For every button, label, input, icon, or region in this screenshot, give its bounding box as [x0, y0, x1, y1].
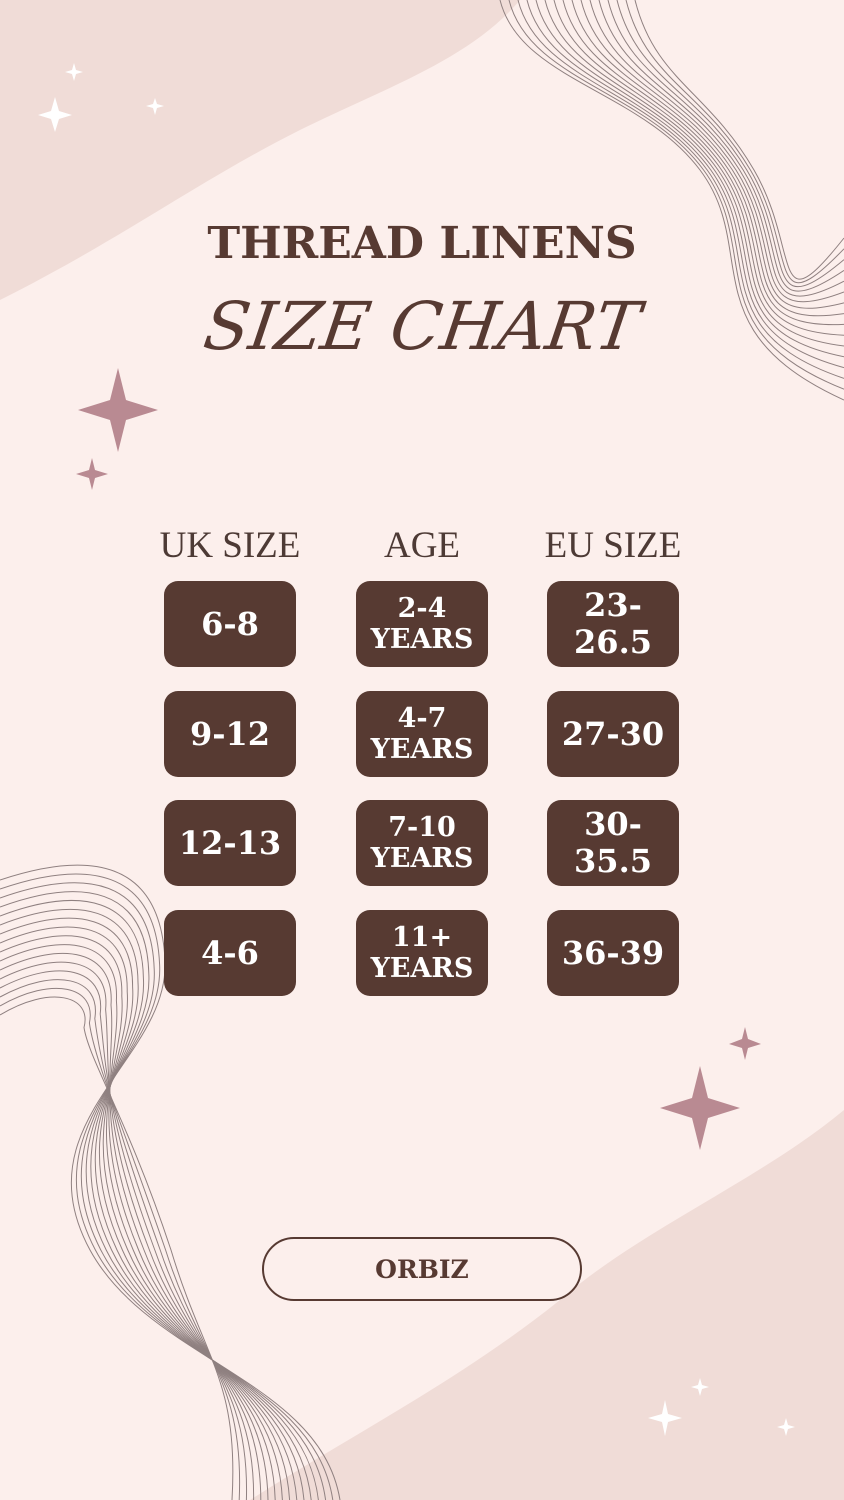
- wave-line: [634, 0, 844, 280]
- wave-line: [544, 0, 844, 347]
- uk-size-cell: 6-8: [164, 581, 296, 667]
- wave-line: [517, 0, 844, 379]
- wave-line: [553, 0, 844, 336]
- bottom-right-blob: [250, 1110, 844, 1500]
- age-cell: 11+ YEARS: [356, 910, 488, 996]
- age-range: 7-10: [388, 811, 456, 843]
- eu-size-value: 23-26.5: [574, 586, 652, 661]
- wave-line: [625, 0, 844, 284]
- wave-line: [0, 891, 319, 1500]
- wave-line: [0, 864, 341, 1500]
- wave-line: [0, 917, 298, 1500]
- sparkle-icon: [146, 98, 164, 115]
- sparkle-icon: [660, 1066, 740, 1150]
- top-right-lines: [499, 0, 844, 401]
- eu-size-cell: 27-30: [547, 691, 679, 777]
- wave-line: [0, 996, 234, 1500]
- wave-line: [0, 908, 305, 1500]
- age-range: 11+: [391, 921, 453, 953]
- wave-line: [0, 961, 262, 1500]
- column-header-uk-size: UK SIZE: [159, 525, 301, 566]
- wave-line: [0, 987, 241, 1500]
- sparkle-icon: [38, 97, 72, 132]
- wave-line: [580, 0, 844, 309]
- uk-size-cell: 4-6: [164, 910, 296, 996]
- age-cell: 4-7 YEARS: [356, 691, 488, 777]
- age-cell: 2-4 YEARS: [356, 581, 488, 667]
- uk-size-cell: 12-13: [164, 800, 296, 886]
- eu-size-value: 27-30: [561, 714, 665, 753]
- wave-line: [616, 0, 844, 288]
- wave-line: [0, 926, 291, 1500]
- wave-line: [0, 900, 312, 1500]
- eu-size-cell: 23-26.5: [547, 581, 679, 667]
- uk-size-value: 12-13: [178, 823, 282, 862]
- wave-line: [0, 944, 276, 1500]
- sparkle-icon: [65, 63, 83, 81]
- age-range: 4-7: [397, 702, 447, 734]
- wave-line: [562, 0, 844, 326]
- wave-line: [499, 0, 844, 401]
- brand-title: THREAD LINENS: [207, 218, 637, 269]
- age-range: 2-4: [397, 592, 447, 624]
- age-unit: YEARS: [370, 953, 474, 984]
- eu-size-cell: 30-35.5: [547, 800, 679, 886]
- wave-line: [589, 0, 844, 303]
- wave-line: [0, 970, 255, 1500]
- brand-button[interactable]: ORBIZ: [262, 1237, 582, 1301]
- brand-label: ORBIZ: [375, 1254, 469, 1284]
- age-unit: YEARS: [370, 734, 474, 765]
- wave-line: [0, 882, 327, 1500]
- wave-line: [508, 0, 844, 390]
- page-subtitle: SIZE CHART: [199, 288, 645, 365]
- age-cell: 7-10 YEARS: [356, 800, 488, 886]
- wave-line: [598, 0, 844, 297]
- wave-line: [607, 0, 844, 292]
- eu-size-value: 30-35.5: [574, 805, 652, 880]
- wave-line: [0, 979, 247, 1500]
- eu-size-value: 36-39: [561, 933, 665, 972]
- sparkle-icon: [777, 1418, 795, 1436]
- sparkle-icon: [729, 1027, 761, 1060]
- uk-size-value: 4-6: [201, 933, 259, 972]
- bottom-left-lines: [0, 864, 341, 1500]
- wave-line: [0, 873, 334, 1500]
- wave-line: [0, 952, 269, 1500]
- wave-line: [0, 935, 283, 1500]
- age-unit: YEARS: [370, 624, 474, 655]
- wave-line: [526, 0, 844, 369]
- uk-size-value: 6-8: [201, 604, 259, 643]
- sparkle-icon: [78, 368, 158, 452]
- uk-size-cell: 9-12: [164, 691, 296, 777]
- column-header-age: AGE: [383, 525, 461, 566]
- sparkle-icon: [648, 1400, 682, 1436]
- age-unit: YEARS: [370, 843, 474, 874]
- sparkle-icon: [76, 458, 108, 490]
- wave-line: [571, 0, 844, 317]
- column-header-eu-size: EU SIZE: [544, 525, 682, 566]
- uk-size-value: 9-12: [189, 714, 271, 753]
- sparkle-icon: [691, 1378, 709, 1396]
- wave-line: [535, 0, 844, 358]
- eu-size-cell: 36-39: [547, 910, 679, 996]
- top-left-blob: [0, 0, 520, 300]
